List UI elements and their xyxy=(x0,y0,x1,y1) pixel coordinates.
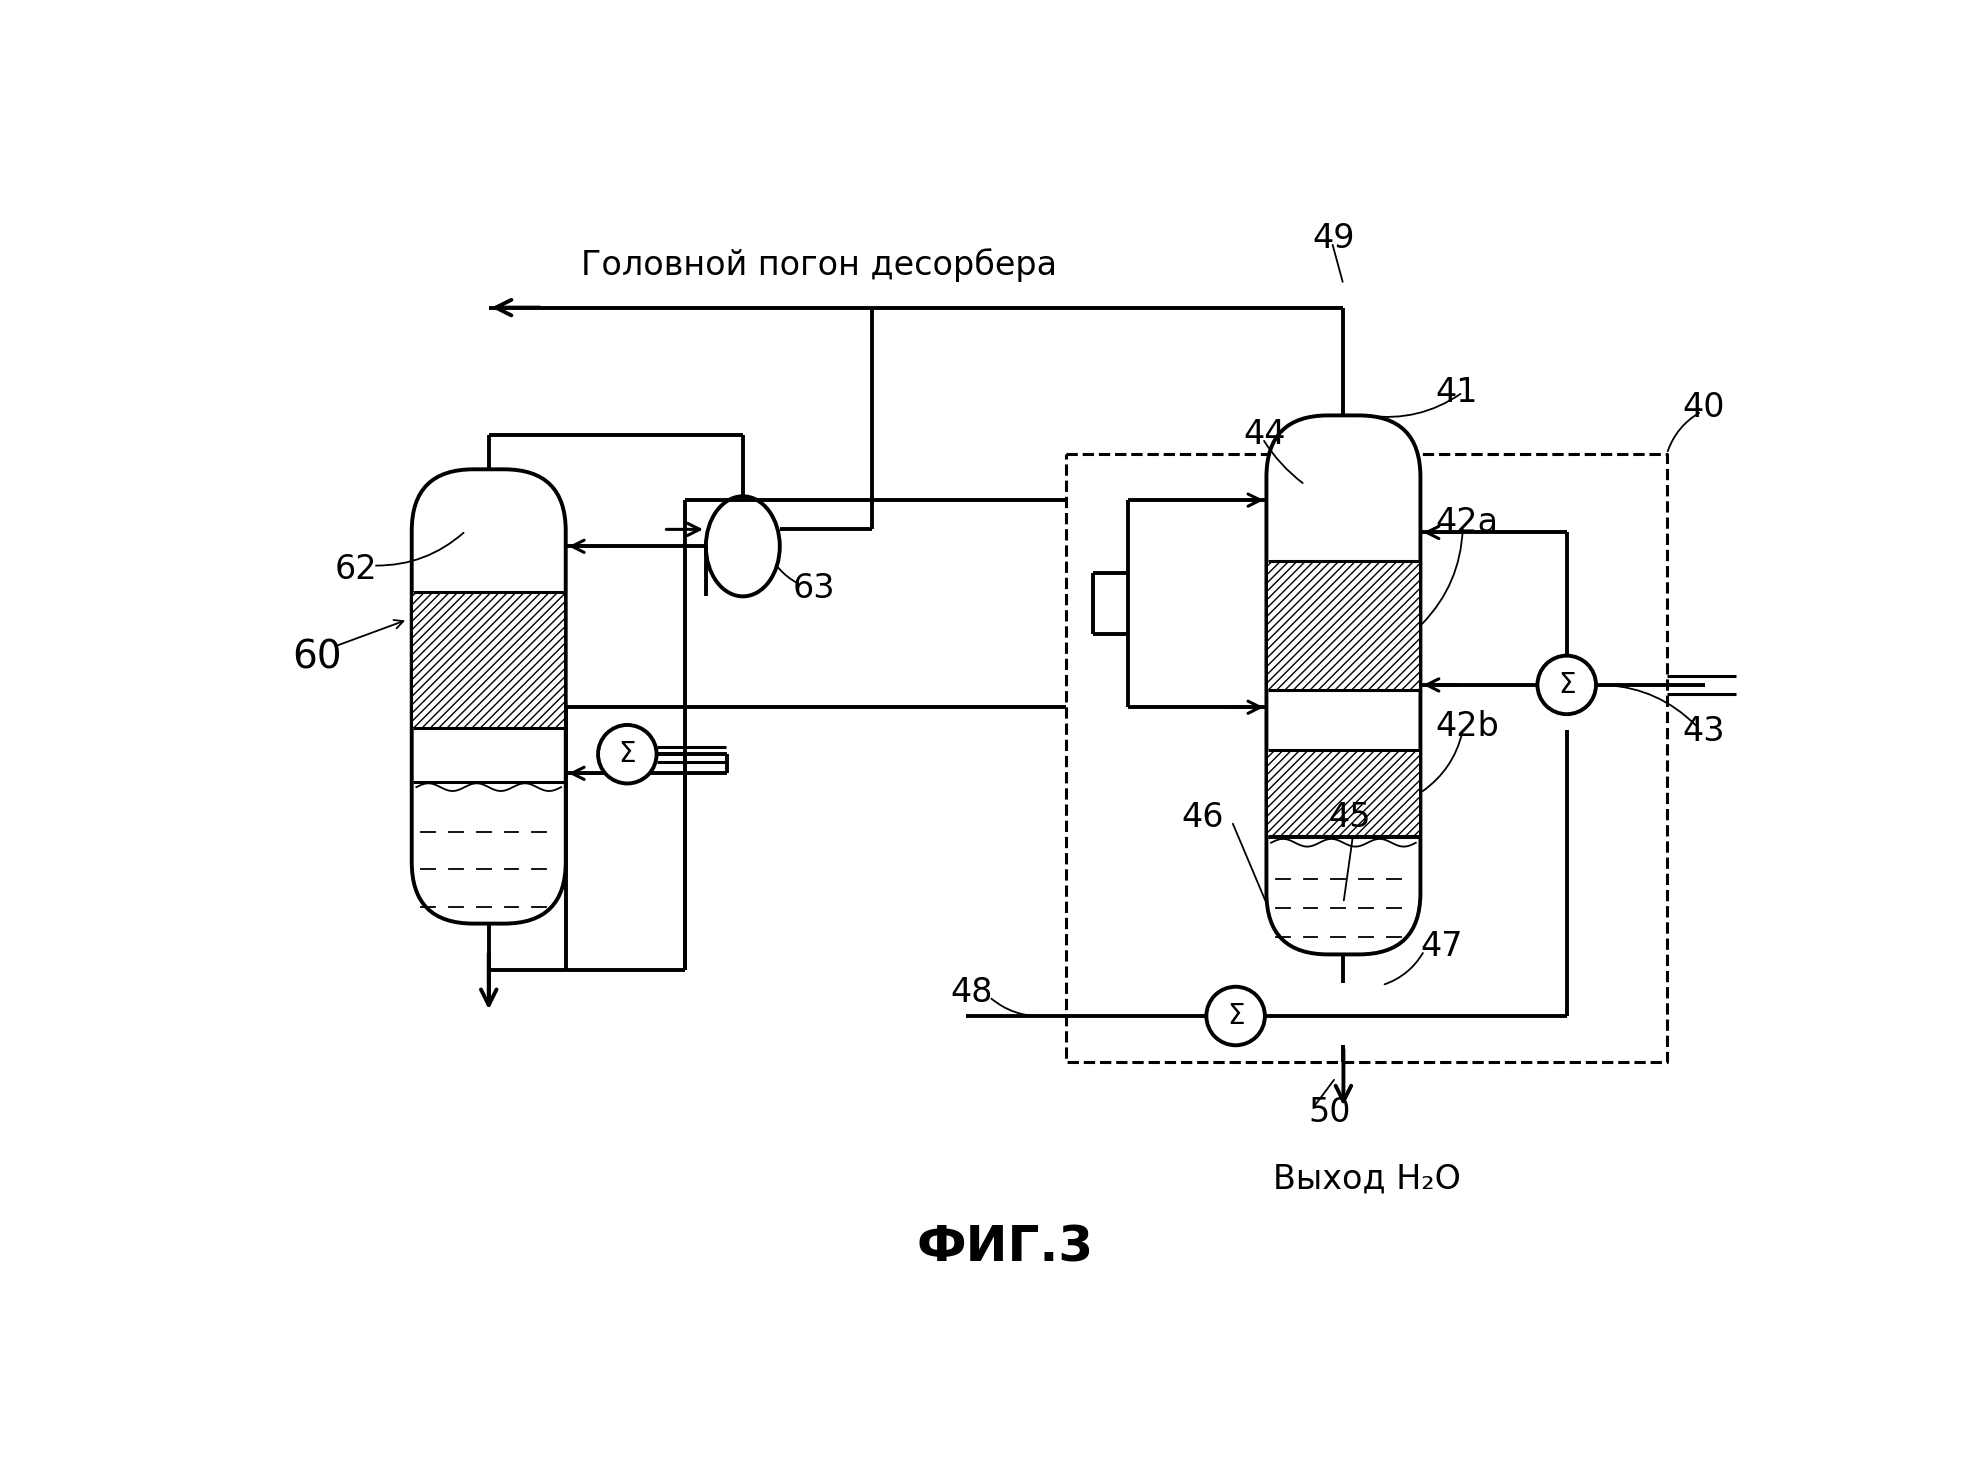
Text: 44: 44 xyxy=(1243,419,1286,451)
Text: $\Sigma$: $\Sigma$ xyxy=(618,740,635,768)
Text: 63: 63 xyxy=(792,572,835,605)
Text: ФИГ.3: ФИГ.3 xyxy=(916,1223,1092,1270)
FancyBboxPatch shape xyxy=(1267,416,1420,954)
Text: $\Sigma$: $\Sigma$ xyxy=(1557,671,1575,700)
Bar xyxy=(1269,561,1420,691)
Text: 45: 45 xyxy=(1328,800,1371,834)
Text: 41: 41 xyxy=(1435,376,1479,408)
FancyBboxPatch shape xyxy=(412,469,565,923)
Text: 46: 46 xyxy=(1182,800,1224,834)
Circle shape xyxy=(1206,986,1265,1046)
Text: 40: 40 xyxy=(1683,392,1726,424)
Bar xyxy=(1269,750,1420,836)
Text: 50: 50 xyxy=(1308,1096,1351,1128)
Circle shape xyxy=(598,725,657,784)
Text: Выход H₂O: Выход H₂O xyxy=(1273,1162,1461,1195)
Text: 47: 47 xyxy=(1420,930,1463,963)
Text: 62: 62 xyxy=(335,553,377,586)
Text: $\Sigma$: $\Sigma$ xyxy=(1228,1001,1245,1029)
Text: 43: 43 xyxy=(1683,714,1726,747)
Text: 60: 60 xyxy=(292,639,341,677)
Text: 48: 48 xyxy=(951,976,992,1009)
Bar xyxy=(414,592,565,728)
Circle shape xyxy=(1537,655,1596,714)
Text: Головной погон десорбера: Головной погон десорбера xyxy=(580,248,1057,282)
Text: 42a: 42a xyxy=(1435,506,1498,538)
Text: 49: 49 xyxy=(1312,222,1355,254)
Ellipse shape xyxy=(706,497,780,596)
Text: 42b: 42b xyxy=(1435,710,1500,742)
